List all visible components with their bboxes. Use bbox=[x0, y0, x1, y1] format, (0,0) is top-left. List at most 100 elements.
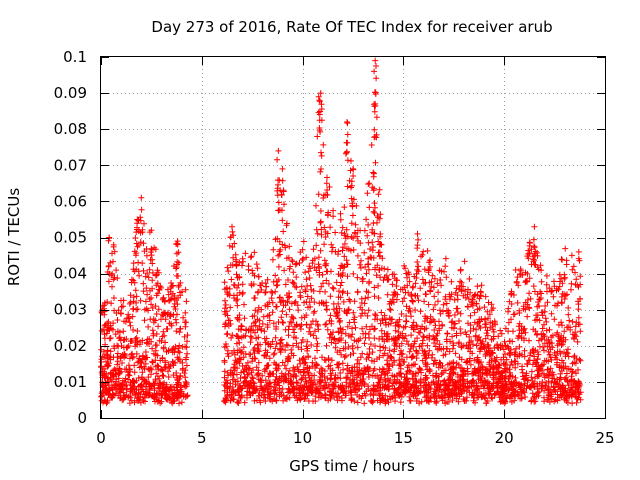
data-point bbox=[375, 191, 382, 198]
data-point bbox=[279, 165, 286, 172]
data-point bbox=[234, 399, 241, 406]
data-point bbox=[541, 308, 548, 315]
data-point bbox=[454, 378, 461, 385]
data-point bbox=[508, 301, 515, 307]
data-point bbox=[303, 254, 310, 261]
data-point bbox=[131, 279, 138, 286]
data-point bbox=[296, 260, 303, 266]
data-point bbox=[273, 397, 280, 404]
data-point bbox=[142, 349, 149, 355]
data-point bbox=[139, 260, 146, 267]
data-point bbox=[171, 300, 178, 307]
data-point bbox=[223, 383, 229, 390]
data-point bbox=[445, 312, 452, 319]
data-point bbox=[304, 338, 311, 345]
data-point bbox=[371, 210, 378, 216]
data-point bbox=[410, 283, 417, 290]
data-point bbox=[345, 306, 352, 313]
data-point bbox=[465, 286, 471, 293]
data-point bbox=[250, 327, 257, 334]
data-point bbox=[421, 266, 428, 273]
data-point bbox=[274, 282, 281, 288]
data-point bbox=[484, 308, 491, 315]
data-point bbox=[422, 359, 429, 366]
data-point bbox=[382, 345, 389, 351]
data-point bbox=[536, 317, 543, 324]
data-point bbox=[388, 354, 395, 361]
data-point bbox=[535, 362, 542, 368]
data-point bbox=[113, 267, 120, 274]
data-point bbox=[286, 243, 293, 250]
data-point bbox=[258, 325, 265, 332]
data-point bbox=[131, 362, 138, 369]
data-point bbox=[396, 316, 403, 323]
data-point bbox=[236, 339, 243, 346]
data-point bbox=[324, 306, 330, 313]
data-point bbox=[369, 349, 376, 356]
data-point bbox=[416, 400, 423, 407]
data-point bbox=[176, 342, 183, 349]
data-point bbox=[363, 288, 370, 295]
data-point bbox=[151, 385, 158, 392]
data-point bbox=[414, 390, 421, 397]
data-point bbox=[386, 347, 393, 354]
data-point bbox=[408, 362, 415, 369]
data-point bbox=[342, 232, 349, 239]
data-point bbox=[443, 300, 450, 307]
data-point bbox=[430, 306, 437, 313]
data-point bbox=[365, 371, 372, 378]
data-point bbox=[282, 347, 289, 354]
data-point bbox=[224, 264, 231, 271]
data-point bbox=[401, 335, 408, 342]
data-point bbox=[311, 308, 318, 315]
data-point bbox=[298, 339, 305, 346]
data-point bbox=[456, 318, 462, 324]
data-point bbox=[173, 384, 180, 391]
data-point bbox=[221, 387, 228, 394]
data-point bbox=[225, 268, 232, 275]
data-point bbox=[521, 347, 528, 354]
data-point bbox=[115, 375, 122, 382]
data-point bbox=[354, 252, 361, 259]
data-point bbox=[262, 289, 269, 296]
data-point bbox=[263, 365, 270, 372]
data-point bbox=[301, 314, 308, 321]
data-point bbox=[482, 379, 489, 386]
data-point bbox=[514, 274, 521, 281]
data-point bbox=[341, 240, 348, 247]
data-point bbox=[288, 319, 295, 326]
data-point bbox=[454, 309, 461, 316]
data-point bbox=[290, 269, 297, 276]
data-point bbox=[239, 281, 246, 288]
data-point bbox=[271, 350, 278, 357]
data-point bbox=[324, 326, 331, 333]
data-point bbox=[329, 334, 336, 341]
data-point bbox=[440, 301, 447, 308]
data-point bbox=[556, 364, 563, 371]
data-point bbox=[325, 363, 332, 370]
data-point bbox=[378, 327, 385, 334]
data-point bbox=[107, 348, 114, 355]
data-point bbox=[244, 371, 251, 378]
data-point bbox=[398, 347, 404, 354]
data-point bbox=[327, 388, 333, 395]
data-point bbox=[349, 331, 356, 338]
data-point bbox=[431, 275, 438, 282]
data-point bbox=[415, 263, 422, 270]
y-tick-label: 0.09 bbox=[54, 84, 87, 102]
data-point bbox=[484, 341, 491, 348]
data-point bbox=[344, 273, 351, 280]
data-point bbox=[427, 287, 433, 294]
data-point bbox=[335, 248, 342, 255]
data-point bbox=[366, 204, 373, 211]
data-point bbox=[221, 368, 228, 375]
data-point bbox=[408, 332, 415, 339]
data-point bbox=[317, 219, 324, 226]
data-point bbox=[105, 278, 112, 285]
data-point bbox=[377, 320, 384, 327]
data-point bbox=[287, 379, 294, 385]
data-point bbox=[371, 230, 378, 237]
data-point bbox=[329, 284, 336, 291]
data-point bbox=[272, 272, 279, 279]
data-point bbox=[339, 397, 345, 404]
